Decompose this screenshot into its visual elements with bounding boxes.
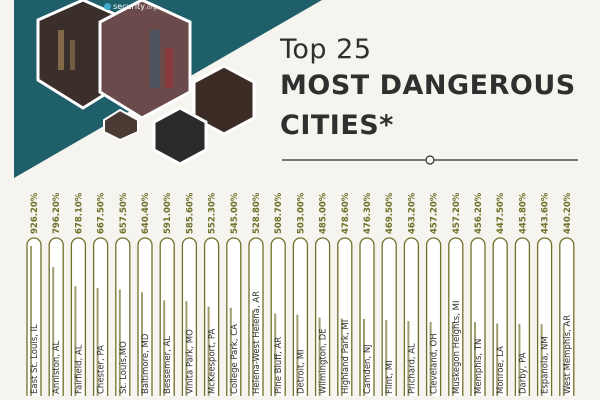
title-line-2: MOST DANGEROUS — [280, 70, 576, 101]
value-label: 796.20% — [52, 192, 62, 234]
city-label: Flint, MI — [385, 360, 395, 394]
city-label: Highland Park, MI — [341, 320, 351, 394]
city-label: Wilmington, DE — [319, 328, 329, 394]
city-label: Helena-West Helena, AR — [252, 291, 262, 394]
tower-shape — [150, 30, 160, 88]
logo-text: security — [113, 2, 145, 11]
value-label: 678.10% — [74, 192, 84, 234]
city-label: Cleveland, OH — [430, 333, 440, 394]
city-label: St. Louis,MO — [119, 341, 129, 394]
bar-fill — [274, 313, 277, 396]
city-label: McKeesport, PA — [208, 329, 218, 394]
value-label: 457.20% — [430, 192, 440, 234]
bar-fill — [385, 319, 388, 396]
city-label: East St. Louis, IL — [30, 324, 40, 394]
window-lights — [70, 40, 75, 70]
divider-ornament — [425, 155, 435, 165]
value-label: 469.50% — [385, 192, 395, 234]
bar-fill — [252, 310, 254, 396]
logo-tld: .org — [144, 4, 157, 11]
bar-fill — [340, 318, 343, 396]
bar-fill — [96, 287, 99, 396]
city-label: Espanola, NM — [541, 336, 551, 394]
value-label: 485.00% — [319, 192, 329, 234]
hex-photo-right — [192, 64, 256, 136]
value-label: 478.60% — [341, 192, 351, 234]
city-label: Fairfield, AL — [74, 344, 84, 394]
crime-rate-chart: East St. Louis, IL 926.20% Anniston, AL 796… — [26, 192, 575, 396]
bar-fill — [296, 314, 299, 396]
bar-fill — [562, 324, 565, 396]
bar-fill — [363, 318, 365, 396]
value-label: 667.50% — [97, 192, 107, 234]
infographic-header: security.org Top 25 MOST DANGEROUS CITIE… — [0, 0, 600, 182]
value-label: 440.20% — [563, 192, 573, 234]
value-label: 552.30% — [208, 192, 218, 234]
city-label: Camden, NJ — [363, 344, 373, 394]
logo-icon — [104, 3, 111, 10]
value-label: 657.50% — [119, 192, 129, 234]
bar-fill — [451, 321, 454, 396]
bar-fill — [185, 301, 188, 396]
value-label: 503.00% — [296, 192, 306, 234]
bar-fill — [74, 286, 77, 396]
value-label: 463.20% — [407, 192, 417, 234]
title-line-3: CITIES* — [280, 110, 394, 141]
city-label: Vinita Park, MO — [185, 329, 195, 394]
city-label: Prichard, AL — [407, 343, 417, 394]
window-lights — [58, 30, 64, 70]
city-label: Pine Bluff, AR — [274, 337, 284, 394]
value-label: 476.30% — [363, 192, 373, 234]
hex-photo-small — [103, 108, 139, 142]
bar-fill — [496, 323, 499, 396]
bar-fill — [141, 292, 143, 396]
city-label: Muskegon Heights, MI — [452, 301, 462, 394]
value-label: 640.40% — [141, 192, 151, 234]
value-label: 508.70% — [274, 192, 284, 234]
city-photo-collage — [36, 0, 256, 166]
bar-fill — [318, 317, 321, 396]
bar-fill — [407, 320, 410, 396]
bar-fill — [229, 307, 232, 396]
city-label: Memphis, TN — [474, 339, 484, 394]
city-label: Darby, PA — [518, 352, 528, 394]
hex-photo-center — [98, 0, 192, 120]
bar-fill — [52, 267, 55, 396]
brand-logo: security.org — [104, 2, 157, 11]
tower-shape — [165, 48, 173, 88]
city-label: College Park, CA — [230, 324, 240, 394]
city-label: Monroe, LA — [496, 346, 506, 394]
city-label: Detroit, MI — [296, 349, 306, 394]
bar-fill — [474, 322, 476, 396]
bar-fill — [30, 246, 32, 396]
city-label: Baltimore, MD — [141, 333, 151, 394]
city-label: Chester, PA — [97, 345, 107, 394]
value-label: 591.00% — [163, 192, 173, 234]
hex-photo-bottom — [152, 106, 208, 166]
title-line-1: Top 25 — [280, 34, 372, 65]
value-label: 528.80% — [252, 192, 262, 234]
value-label: 447.50% — [496, 192, 506, 234]
bar-fill — [518, 323, 521, 396]
value-label: 445.80% — [518, 192, 528, 234]
value-label: 443.60% — [541, 192, 551, 234]
value-label: 456.20% — [474, 192, 484, 234]
value-label: 585.60% — [185, 192, 195, 234]
value-label: 926.20% — [30, 192, 40, 234]
city-label: Anniston, AL — [52, 340, 62, 394]
bar-fill — [207, 306, 210, 396]
bar-fill — [429, 321, 432, 396]
bar-fill — [540, 324, 543, 396]
city-label: Bessemer, AL — [163, 336, 173, 394]
value-label: 457.20% — [452, 192, 462, 234]
value-label: 545.00% — [230, 192, 240, 234]
city-label: West Memphis, AR — [563, 315, 573, 394]
bar-fill — [163, 300, 166, 396]
header-graphic — [14, 0, 578, 178]
bar-fill — [118, 289, 121, 396]
